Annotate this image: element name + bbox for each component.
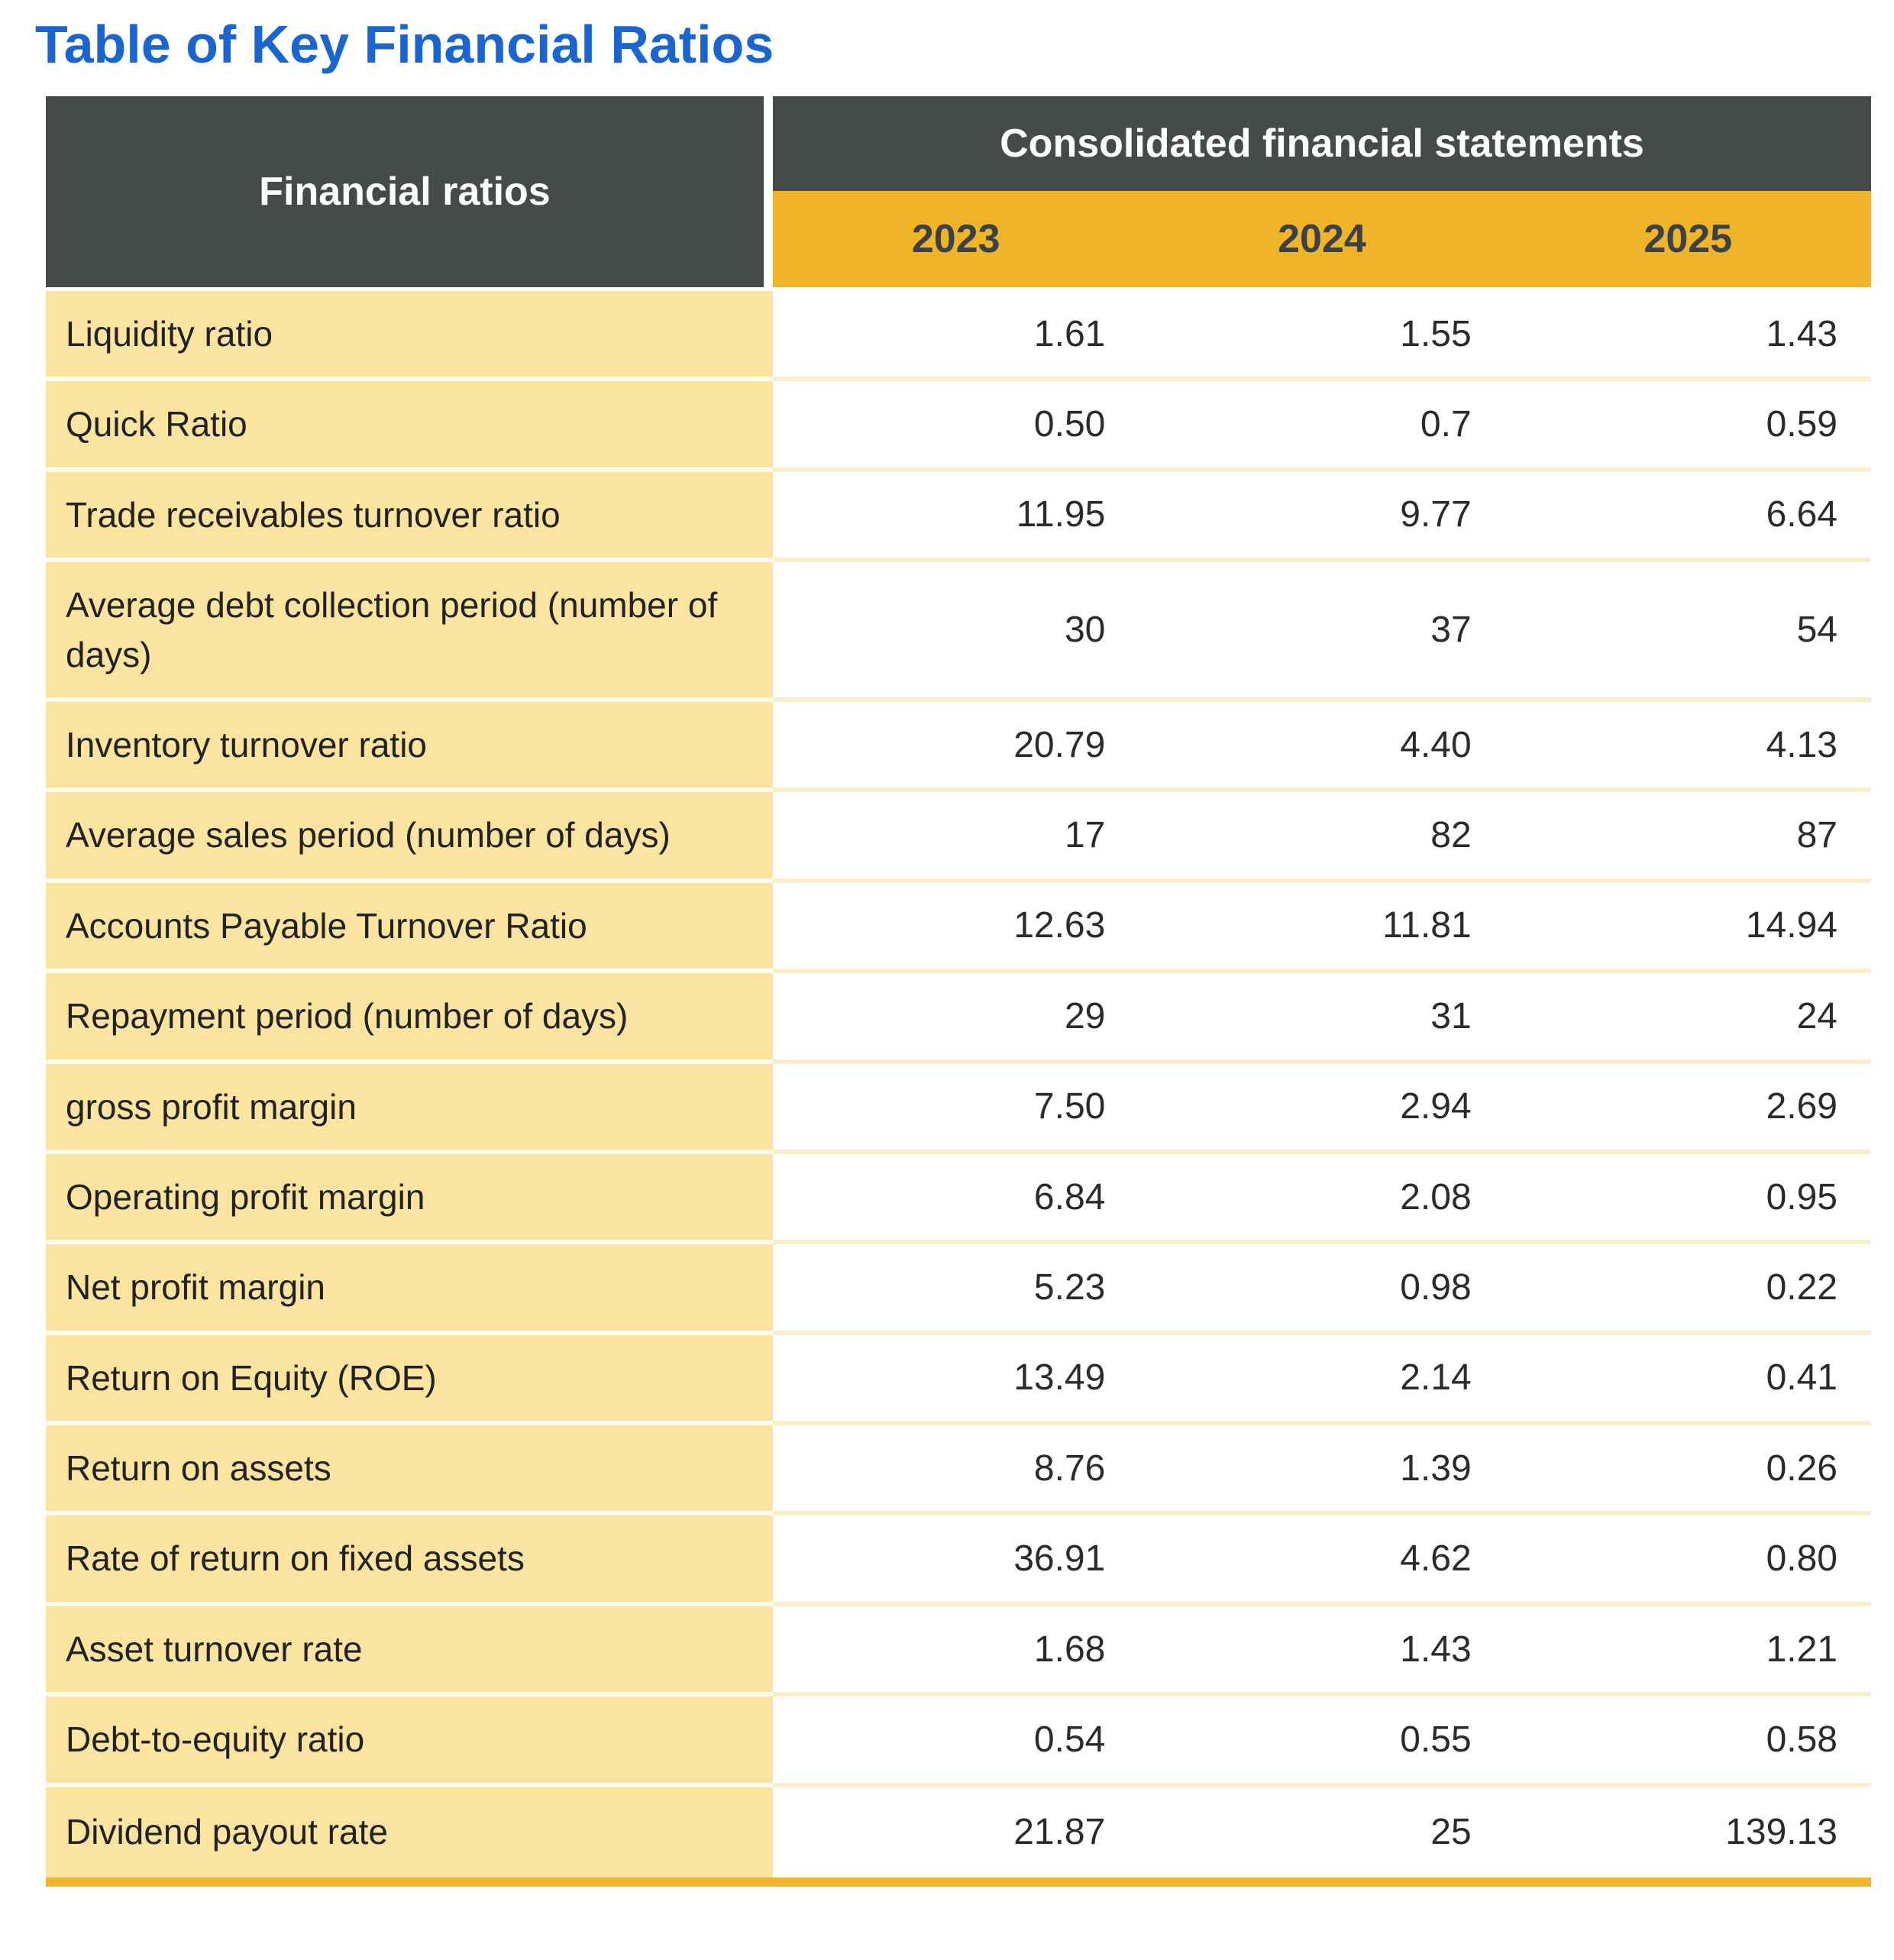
ratio-name: Accounts Payable Turnover Ratio [46, 882, 773, 974]
table-row: gross profit margin 7.50 2.94 2.69 [46, 1063, 1871, 1154]
ratio-name: Rate of return on fixed assets [46, 1515, 773, 1606]
ratio-name: Inventory turnover ratio [46, 701, 773, 793]
corner-header-label: Financial ratios [259, 170, 551, 214]
ratio-name: Debt-to-equity ratio [46, 1696, 773, 1787]
table-row: Repayment period (number of days) 29 31 … [46, 973, 1871, 1064]
table-body: Liquidity ratio 1.61 1.55 1.43 Quick Rat… [46, 287, 1871, 1878]
ratio-value-2023: 21.87 [773, 1787, 1139, 1878]
table-row: Average debt collection period (number o… [46, 562, 1871, 702]
ratio-value-2023: 30 [773, 562, 1139, 702]
ratio-name: Average sales period (number of days) [46, 792, 773, 883]
table-row: Trade receivables turnover ratio 11.95 9… [46, 471, 1871, 563]
ratio-name: Return on Equity (ROE) [46, 1334, 773, 1426]
ratio-value-2024: 0.98 [1139, 1244, 1505, 1335]
table-row: Liquidity ratio 1.61 1.55 1.43 [46, 291, 1871, 382]
financial-ratios-table: Financial ratios Consolidated financial … [46, 96, 1871, 1887]
ratio-name: gross profit margin [46, 1063, 773, 1154]
ratio-value-2025: 139.13 [1505, 1787, 1871, 1878]
ratio-value-2024: 11.81 [1139, 882, 1505, 974]
ratio-name: Asset turnover rate [46, 1606, 773, 1697]
ratio-value-2025: 1.43 [1505, 291, 1871, 382]
ratio-value-2023: 6.84 [773, 1153, 1139, 1245]
table-row: Quick Ratio 0.50 0.7 0.59 [46, 381, 1871, 472]
table-row: Return on Equity (ROE) 13.49 2.14 0.41 [46, 1334, 1871, 1426]
ratio-value-2025: 0.41 [1505, 1334, 1871, 1426]
ratio-value-2023: 20.79 [773, 701, 1139, 793]
ratio-value-2024: 2.08 [1139, 1153, 1505, 1245]
ratio-value-2025: 0.59 [1505, 381, 1871, 472]
year-header-row: 2023 2024 2025 [773, 191, 1871, 287]
page-title: Table of Key Financial Ratios [35, 15, 774, 74]
ratio-value-2023: 7.50 [773, 1063, 1139, 1154]
ratio-value-2024: 2.94 [1139, 1063, 1505, 1154]
ratio-value-2025: 0.22 [1505, 1244, 1871, 1335]
ratio-value-2025: 24 [1505, 973, 1871, 1064]
ratio-value-2025: 1.21 [1505, 1606, 1871, 1697]
ratio-value-2023: 5.23 [773, 1244, 1139, 1335]
ratio-name: Liquidity ratio [46, 291, 773, 382]
table-row: Net profit margin 5.23 0.98 0.22 [46, 1244, 1871, 1335]
ratio-value-2023: 0.54 [773, 1696, 1139, 1787]
ratio-value-2024: 0.55 [1139, 1696, 1505, 1787]
ratio-name: Return on assets [46, 1425, 773, 1516]
group-header-label: Consolidated financial statements [1000, 121, 1644, 166]
ratio-name: Net profit margin [46, 1244, 773, 1335]
ratio-value-2023: 12.63 [773, 882, 1139, 974]
ratio-value-2025: 4.13 [1505, 701, 1871, 793]
table-row: Inventory turnover ratio 20.79 4.40 4.13 [46, 701, 1871, 793]
table-row: Asset turnover rate 1.68 1.43 1.21 [46, 1606, 1871, 1697]
ratio-value-2025: 54 [1505, 562, 1871, 702]
corner-header-cell: Financial ratios [46, 96, 773, 287]
group-header-cell: Consolidated financial statements [773, 96, 1871, 191]
year-header-2025: 2025 [1644, 217, 1733, 261]
ratio-name: Dividend payout rate [46, 1787, 773, 1878]
ratio-value-2025: 6.64 [1505, 471, 1871, 563]
ratio-value-2023: 1.68 [773, 1606, 1139, 1697]
ratio-value-2025: 14.94 [1505, 882, 1871, 974]
ratio-value-2023: 11.95 [773, 471, 1139, 563]
ratio-value-2024: 1.39 [1139, 1425, 1505, 1516]
ratio-value-2024: 82 [1139, 792, 1505, 883]
table-row: Dividend payout rate 21.87 25 139.13 [46, 1787, 1871, 1878]
ratio-value-2025: 0.26 [1505, 1425, 1871, 1516]
ratio-value-2025: 87 [1505, 792, 1871, 883]
table-row: Rate of return on fixed assets 36.91 4.6… [46, 1515, 1871, 1606]
ratio-name: Operating profit margin [46, 1153, 773, 1245]
table-row: Debt-to-equity ratio 0.54 0.55 0.58 [46, 1696, 1871, 1787]
ratio-value-2023: 1.61 [773, 291, 1139, 382]
ratio-name: Average debt collection period (number o… [46, 562, 773, 702]
ratio-value-2023: 29 [773, 973, 1139, 1064]
year-header-2023: 2023 [911, 217, 1000, 261]
ratio-value-2024: 4.40 [1139, 701, 1505, 793]
ratio-name: Quick Ratio [46, 381, 773, 472]
ratio-value-2024: 2.14 [1139, 1334, 1505, 1426]
ratio-value-2025: 0.80 [1505, 1515, 1871, 1606]
ratio-value-2024: 1.55 [1139, 291, 1505, 382]
ratio-value-2024: 25 [1139, 1787, 1505, 1878]
ratio-value-2023: 13.49 [773, 1334, 1139, 1426]
ratio-value-2023: 17 [773, 792, 1139, 883]
ratio-value-2023: 8.76 [773, 1425, 1139, 1516]
ratio-value-2024: 9.77 [1139, 471, 1505, 563]
ratio-value-2024: 4.62 [1139, 1515, 1505, 1606]
ratio-name: Trade receivables turnover ratio [46, 471, 773, 563]
table-row: Operating profit margin 6.84 2.08 0.95 [46, 1153, 1871, 1245]
ratio-value-2024: 1.43 [1139, 1606, 1505, 1697]
ratio-value-2025: 0.95 [1505, 1153, 1871, 1245]
ratio-value-2025: 0.58 [1505, 1696, 1871, 1787]
table-row: Average sales period (number of days) 17… [46, 792, 1871, 883]
ratio-value-2024: 37 [1139, 562, 1505, 702]
ratio-value-2023: 0.50 [773, 381, 1139, 472]
ratio-value-2024: 0.7 [1139, 381, 1505, 472]
ratio-value-2023: 36.91 [773, 1515, 1139, 1606]
header-right-group: Consolidated financial statements 2023 2… [773, 96, 1871, 287]
ratio-name: Repayment period (number of days) [46, 973, 773, 1064]
ratio-value-2025: 2.69 [1505, 1063, 1871, 1154]
table-row: Return on assets 8.76 1.39 0.26 [46, 1425, 1871, 1516]
year-header-2024: 2024 [1278, 217, 1366, 261]
ratio-value-2024: 31 [1139, 973, 1505, 1064]
table-row: Accounts Payable Turnover Ratio 12.63 11… [46, 882, 1871, 974]
table-header: Financial ratios Consolidated financial … [46, 96, 1871, 287]
